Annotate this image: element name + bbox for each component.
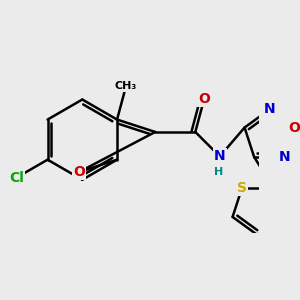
Text: O: O [289,121,300,134]
Text: S: S [237,181,247,194]
Text: N: N [279,150,291,164]
Text: CH₃: CH₃ [115,81,137,91]
Text: O: O [198,92,210,106]
Text: H: H [214,167,223,177]
Text: N: N [264,102,275,116]
Text: N: N [214,149,226,164]
Text: O: O [73,165,85,179]
Text: Cl: Cl [9,171,24,185]
